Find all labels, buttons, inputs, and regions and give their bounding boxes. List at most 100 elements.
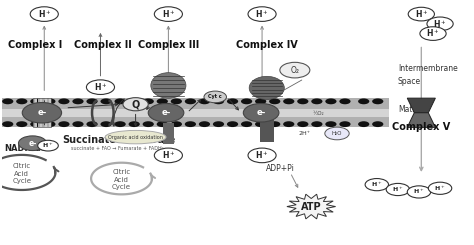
Circle shape (16, 98, 27, 104)
Text: Fumarate: Fumarate (124, 135, 176, 145)
Text: H$^+$: H$^+$ (415, 8, 428, 20)
Text: Acid: Acid (14, 171, 29, 177)
Text: e-: e- (161, 108, 171, 117)
Circle shape (339, 98, 351, 104)
Circle shape (155, 7, 182, 21)
Circle shape (2, 98, 13, 104)
Circle shape (58, 98, 70, 104)
Circle shape (58, 121, 70, 127)
Circle shape (358, 98, 369, 104)
Bar (45, 98, 46, 127)
Bar (358, 109, 389, 117)
Circle shape (185, 98, 196, 104)
Circle shape (128, 121, 140, 127)
Text: H$^+$: H$^+$ (37, 8, 51, 20)
Circle shape (73, 121, 83, 127)
Circle shape (199, 98, 210, 104)
Text: H$^+$: H$^+$ (94, 81, 107, 93)
Circle shape (213, 121, 224, 127)
Circle shape (227, 121, 238, 127)
Text: H$^+$: H$^+$ (413, 187, 425, 196)
Circle shape (157, 98, 168, 104)
Text: ½O₂: ½O₂ (312, 111, 324, 116)
Circle shape (420, 27, 446, 40)
Circle shape (155, 148, 182, 163)
Text: O₂: O₂ (291, 66, 300, 75)
Text: H$^+$: H$^+$ (255, 8, 269, 20)
Bar (47, 98, 49, 127)
Bar (33, 98, 51, 127)
Circle shape (372, 98, 383, 104)
Text: H$^+$: H$^+$ (42, 141, 54, 150)
Text: Q: Q (131, 99, 140, 109)
Text: e-: e- (37, 108, 46, 117)
Text: Complex V: Complex V (392, 122, 450, 132)
Circle shape (408, 7, 435, 21)
Ellipse shape (249, 76, 284, 99)
Circle shape (283, 98, 294, 104)
Circle shape (325, 127, 349, 140)
Circle shape (44, 121, 55, 127)
Circle shape (100, 98, 112, 104)
Circle shape (2, 121, 13, 127)
Bar (40, 98, 42, 127)
Text: NADH: NADH (4, 144, 31, 153)
Bar (38, 98, 39, 127)
Circle shape (30, 7, 58, 21)
Text: Citric: Citric (112, 170, 131, 175)
Circle shape (128, 98, 140, 104)
Circle shape (241, 98, 252, 104)
Bar (36, 98, 37, 127)
Text: Organic acid oxidation: Organic acid oxidation (108, 135, 163, 140)
Text: e-: e- (256, 108, 266, 117)
Text: Complex I: Complex I (8, 39, 62, 49)
Circle shape (22, 102, 62, 123)
Circle shape (123, 98, 148, 111)
Circle shape (358, 121, 369, 127)
Circle shape (86, 98, 98, 104)
Circle shape (311, 98, 322, 104)
Text: H₂O: H₂O (332, 131, 342, 136)
Circle shape (227, 98, 238, 104)
Circle shape (339, 121, 351, 127)
Circle shape (143, 121, 154, 127)
Bar (42, 98, 44, 127)
Polygon shape (407, 113, 435, 127)
Bar (49, 98, 51, 127)
Bar (33, 98, 35, 127)
Bar (163, 122, 174, 144)
Circle shape (427, 17, 453, 31)
Circle shape (44, 98, 55, 104)
Circle shape (269, 121, 280, 127)
Circle shape (243, 103, 279, 122)
Circle shape (204, 91, 227, 103)
Text: Intermembrane: Intermembrane (398, 64, 457, 74)
Text: H$^+$: H$^+$ (255, 149, 269, 161)
Circle shape (297, 121, 309, 127)
Text: Citric: Citric (13, 163, 31, 169)
Circle shape (148, 103, 184, 122)
Text: ATP: ATP (301, 202, 321, 211)
Circle shape (365, 179, 389, 191)
Circle shape (241, 121, 252, 127)
Circle shape (386, 184, 410, 196)
Circle shape (283, 121, 294, 127)
Circle shape (325, 98, 337, 104)
Ellipse shape (151, 73, 186, 98)
Text: 2H⁺: 2H⁺ (298, 131, 310, 136)
Circle shape (16, 121, 27, 127)
Circle shape (100, 121, 112, 127)
Text: Matrix: Matrix (398, 105, 422, 114)
Text: Complex III: Complex III (138, 39, 199, 49)
Circle shape (30, 121, 41, 127)
Circle shape (280, 62, 310, 78)
Text: succinate + FAO → Fumarate + FADH₂: succinate + FAO → Fumarate + FADH₂ (71, 146, 163, 151)
Text: Succinate: Succinate (62, 135, 116, 145)
Text: H$^+$: H$^+$ (162, 8, 175, 20)
Circle shape (171, 98, 182, 104)
Text: Cycle: Cycle (112, 184, 131, 190)
Polygon shape (407, 98, 435, 113)
Text: Space: Space (398, 77, 421, 86)
Text: NAD⁺: NAD⁺ (31, 144, 56, 153)
Text: H$^+$: H$^+$ (392, 185, 403, 194)
